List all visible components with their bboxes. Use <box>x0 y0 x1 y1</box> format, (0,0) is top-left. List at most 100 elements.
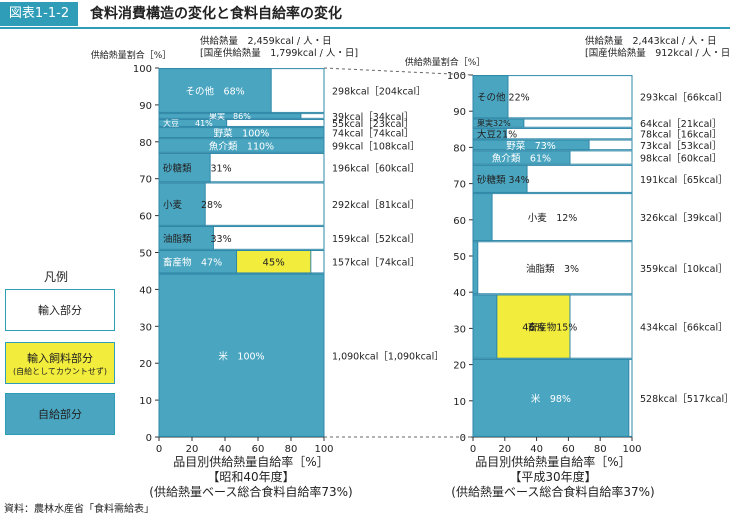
c1-item-1-kcal: 157kcal［74kcal］ <box>332 258 420 269</box>
c2-item-2-self-block <box>472 241 479 295</box>
c2-item-2-kcal: 359kcal［10kcal］ <box>640 264 728 275</box>
c2-item-5-self-block <box>472 150 571 165</box>
c2-item-8-kcal: 64kcal［21kcal］ <box>640 119 722 130</box>
c1-item-5-kcal: 99kcal［108kcal］ <box>332 141 420 152</box>
c2-item-8-label: 果実32% <box>477 118 511 128</box>
c2-y-tick-label: 90 <box>453 107 466 118</box>
c2-item-7-label: 大豆21% <box>477 129 517 141</box>
c1-y-tick-label: 40 <box>139 285 152 296</box>
c1-supply-total: 供給熱量 2,459kcal / 人・日 <box>200 35 332 47</box>
c2-item-5-kcal: 98kcal［60kcal］ <box>640 154 722 165</box>
c2-item-0-kcal: 528kcal［517kcal］ <box>640 394 730 405</box>
c2-item-5-label: 魚介類 61% <box>492 153 551 165</box>
c2-item-7-self-block <box>472 127 507 140</box>
c1-y-tick-label: 70 <box>139 175 152 186</box>
legend-self-label: 自給部分 <box>38 408 82 421</box>
c2-item-2-import-block <box>472 241 633 295</box>
c1-era-label: 【昭和40年度】 <box>207 469 294 484</box>
c1-item-8-self-block <box>158 113 302 119</box>
c2-item-9-kcal: 293kcal［66kcal］ <box>640 93 728 104</box>
connector-top <box>323 67 474 76</box>
c2-y-tick-label: 40 <box>453 288 466 299</box>
c2-item-7-kcal: 78kcal［16kcal］ <box>640 130 722 141</box>
c1-item-4-kcal: 196kcal［60kcal］ <box>332 164 420 175</box>
c1-item-4-self-block <box>158 152 211 183</box>
c2-y-tick-label: 30 <box>453 324 466 335</box>
c2-y-tick-label: 100 <box>447 71 466 82</box>
c2-y-axis-label: 供給熱量割合［%］ <box>405 56 486 68</box>
c2-item-6-kcal: 73kcal［53kcal］ <box>640 141 722 152</box>
c1-item-3-label: 小麦 28% <box>163 199 222 211</box>
c1-item-6-label: 野菜 100% <box>214 128 270 140</box>
c1-item-8-kcal: 39kcal［34kcal］ <box>332 112 414 123</box>
c1-y-tick-label: 100 <box>133 64 152 75</box>
c1-x-tick-label: 80 <box>285 444 298 455</box>
c2-x-tick-label: 100 <box>622 444 641 455</box>
c1-x-tick-label: 20 <box>186 444 199 455</box>
c2-item-3-import-block <box>472 193 633 242</box>
c1-item-1-feed-label: 45% <box>263 258 285 269</box>
c1-subtitle: (供給熱量ベース総合食料自給率73%) <box>149 484 352 499</box>
c2-y-tick-label: 80 <box>453 143 466 154</box>
c2-item-3-kcal: 326kcal［39kcal］ <box>640 213 728 224</box>
c1-x-tick-label: 100 <box>314 444 333 455</box>
figure-title: 食料消費構造の変化と食料自給率の変化 <box>90 6 342 22</box>
legend-title: 凡例 <box>44 270 69 284</box>
c2-item-1-label: 畜産物15% <box>528 322 578 334</box>
c2-item-2-label: 油脂類 3% <box>526 263 579 275</box>
source-note: 資料：農林水産省「食料需給表」 <box>4 504 154 515</box>
c2-x-axis-label: 品目別供給熱量自給率［%］ <box>475 454 630 469</box>
c1-y-tick-label: 0 <box>146 433 152 444</box>
c2-x-tick-label: 40 <box>530 444 543 455</box>
figure-header: 図表1-1-2 食料消費構造の変化と食料自給率の変化 <box>0 0 730 29</box>
c2-subtitle: (供給熱量ベース総合食料自給率37%) <box>451 484 654 499</box>
c1-item-7-self-block <box>158 119 228 127</box>
c1-item-2-label: 油脂類 33% <box>163 233 232 245</box>
c1-item-5-self-block <box>158 138 325 153</box>
legend-self: 自給部分 <box>5 393 115 435</box>
c2-y-tick-label: 50 <box>453 252 466 263</box>
c2-item-0-label: 米 98% <box>531 393 571 405</box>
c2-y-tick-label: 10 <box>453 397 466 408</box>
c2-item-1-feed-block <box>496 294 571 359</box>
c1-item-7-label: 大豆 41% <box>163 118 213 128</box>
c2-item-4-self-block <box>472 164 528 193</box>
c2-x-tick-label: 60 <box>562 444 575 455</box>
c1-item-0-label: 米 100% <box>218 350 264 362</box>
c2-item-1-kcal: 434kcal［66kcal］ <box>640 323 728 334</box>
c2-item-3-label: 小麦 12% <box>528 212 578 224</box>
c2-y-tick-label: 20 <box>453 361 466 372</box>
c2-item-1-feed-label: 46% <box>522 323 544 334</box>
c1-item-4-label: 砂糖類 31% <box>163 163 232 175</box>
c2-item-3-self-block <box>472 193 493 242</box>
c2-item-6-self-block <box>472 139 590 151</box>
c1-item-3-kcal: 292kcal［81kcal］ <box>332 200 420 211</box>
c1-y-tick-label: 80 <box>139 138 152 149</box>
c2-x-tick-label: 80 <box>594 444 607 455</box>
c1-y-tick-label: 90 <box>139 101 152 112</box>
c1-item-9-kcal: 298kcal［204kcal］ <box>332 87 426 98</box>
header-rule <box>0 27 730 29</box>
c1-y-tick-label: 30 <box>139 322 152 333</box>
c1-item-0-self-block <box>158 273 325 437</box>
c1-x-axis-label: 品目別供給熱量自給率［%］ <box>173 454 328 469</box>
c1-item-8-label: 果実 86% <box>209 111 251 121</box>
c1-x-tick-label: 40 <box>219 444 232 455</box>
c1-item-0-kcal: 1,090kcal［1,090kcal］ <box>332 351 444 362</box>
legend-feed: 輸入飼料部分 (自給としてカウントせず) <box>5 342 115 384</box>
c2-x-tick-label: 0 <box>470 444 476 455</box>
c1-item-3-self-block <box>158 182 206 226</box>
c1-y-axis-label: 供給熱量割合［%］ <box>91 49 172 61</box>
c2-item-1-self-block <box>472 294 498 359</box>
c2-supply-total: 供給熱量 2,443kcal / 人・日 <box>585 35 717 47</box>
c1-item-2-self-block <box>158 226 214 250</box>
c2-item-9-label: その他 22% <box>477 92 530 104</box>
c1-y-tick-label: 50 <box>139 249 152 260</box>
c2-supply-domestic: [国産供給熱量 912kcal / 人・日] <box>585 47 730 59</box>
c2-item-4-label: 砂糖類 34% <box>477 174 530 186</box>
legend-import: 輸入部分 <box>5 289 115 331</box>
c2-y-tick-label: 70 <box>453 180 466 191</box>
c1-item-1-label: 畜産物 47% <box>163 257 222 269</box>
c1-item-6-self-block <box>158 127 325 139</box>
